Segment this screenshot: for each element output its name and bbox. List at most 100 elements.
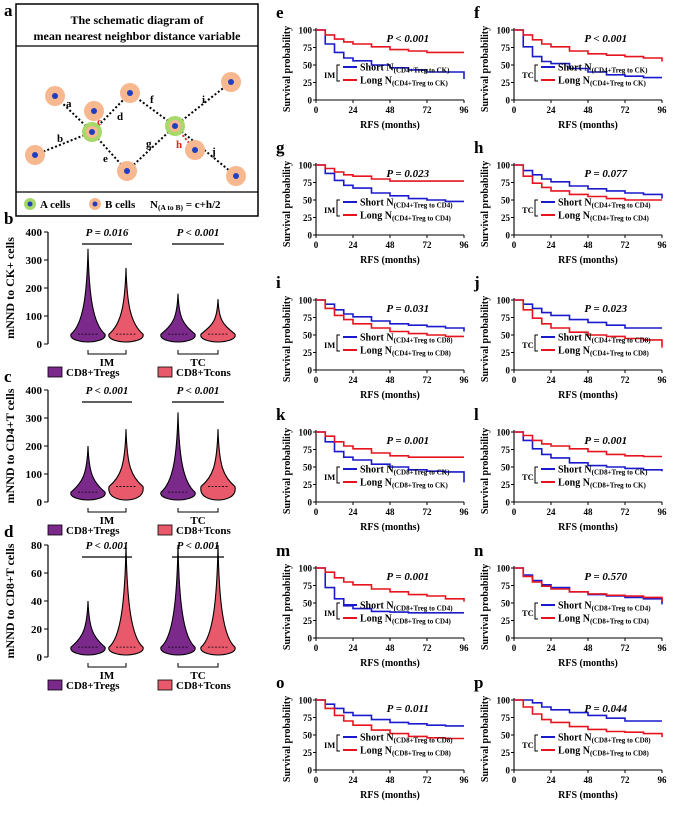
tcons-legend-label: CD8+Tcons [176,367,231,379]
legend-bracket [336,466,340,484]
long-n-subscript: (CD4+Treg to CD4) [590,215,650,223]
x-axis-label: RFS (months) [558,790,618,801]
x-axis-label: RFS (months) [558,658,618,669]
x-tick-label: 72 [621,643,631,653]
violin-panel-b: b mNND to CK+ cells 0 100 200 300 400 P = 0.016… [3,209,236,379]
short-n-subscript: (CD4+Treg to CD8) [592,337,652,345]
long-n-subscript: (CD8+Treg to CD4) [590,618,650,626]
y-tick-label: 100 [299,296,313,306]
x-tick-label: 48 [386,643,396,653]
a-cell-legend-core [27,201,33,207]
legend-bracket [336,64,340,82]
y-tick-label: 50 [303,463,313,473]
edge-i [174,81,232,127]
short-n-text: Short N [360,733,394,744]
group-bracket [177,663,219,668]
x-tick-label: 0 [314,105,319,115]
short-n-legend-label: Short N(CD4+Treg to CD4) [360,198,453,210]
violin-panel-c: c mNND to CD4+T cells 0 100 200 300 400 P < 0.0… [3,367,236,537]
x-axis-label: RFS (months) [360,658,420,669]
short-n-legend-label: Short N(CD8+Treg to CD8) [558,733,651,745]
y-tick-label: 50 [303,196,313,206]
y-axis-label: Survival probability [282,564,293,650]
tcons-swatch [157,679,173,691]
p-value: P < 0.001 [584,33,627,45]
y-tick-label: 100 [497,696,511,706]
x-tick-label: 0 [512,775,517,785]
schematic-title-line1: The schematic diagram of [71,13,205,27]
short-n-curve [316,29,465,79]
tregs-swatch [47,524,63,536]
x-axis-label: RFS (months) [360,790,420,801]
p-value: P = 0.044 [584,703,627,715]
site-label: TC [522,608,534,618]
short-n-legend-label: Short N(CD8+Treg to CD8) [360,733,453,745]
y-tick-label: 50 [303,599,313,609]
x-tick-label: 72 [423,105,433,115]
formula-suffix: = c+h/2 [183,199,221,211]
long-n-curve [514,699,663,738]
x-tick-label: 96 [658,775,668,785]
x-tick-label: 0 [314,775,319,785]
short-n-text: Short N [360,601,394,612]
short-n-curve [514,699,662,722]
y-tick-label: 75 [501,43,511,53]
x-tick-label: 96 [658,105,668,115]
y-tick-label: 50 [501,463,511,473]
x-tick-label: 96 [658,375,668,385]
legend-bracket [534,602,538,620]
y-tick-label: 0 [37,652,43,664]
y-tick-label: 50 [501,331,511,341]
p-value: P = 0.001 [386,571,429,583]
formula-prefix: N [150,199,158,211]
short-n-legend-label: Short N(CD8+Treg to CD4) [558,601,651,613]
short-n-text: Short N [558,733,592,744]
b-cell-core [32,152,38,158]
p-value: P < 0.001 [86,385,129,397]
long-n-text: Long N [558,211,591,222]
y-tick-label: 50 [501,731,511,741]
long-n-subscript: (CD8+Treg to CD8) [590,750,650,758]
y-tick-label: 100 [26,469,43,481]
x-tick-label: 48 [584,643,594,653]
edge-label: e [103,153,108,165]
x-tick-label: 96 [658,643,668,653]
km-panel-h: h Survival probability 0 25 50 75 100 0 24 48 72 96… [474,138,667,266]
long-n-legend-label: Long N(CD4+Treg to CD4) [360,211,452,223]
x-tick-label: 24 [349,775,359,785]
long-n-subscript: (CD8+Treg to CK) [590,482,646,490]
site-label: TC [522,70,534,80]
y-tick-label: 50 [303,61,313,71]
p-value: P = 0.570 [584,571,627,583]
short-n-curve [316,164,464,203]
b-cell-core [91,108,97,114]
y-tick-label: 25 [303,616,313,626]
site-label: IM [324,740,335,750]
x-tick-label: 72 [621,775,631,785]
x-tick-label: 24 [547,775,557,785]
short-n-legend-label: Short N(CD8+Treg to CK) [360,465,450,477]
long-n-legend-label: Long N(CD4+Treg to CK) [360,76,448,88]
x-axis-label: RFS (months) [360,390,420,401]
x-tick-label: 72 [423,375,433,385]
y-tick-label: 0 [308,366,313,376]
panel-letter: l [474,405,479,424]
site-label: TC [522,340,534,350]
x-tick-label: 48 [584,105,594,115]
long-n-curve [316,699,464,740]
y-tick-label: 100 [497,296,511,306]
km-panel-m: m Survival probability 0 25 50 75 100 0 24 48 72 96… [276,541,469,669]
panel-letter: m [276,541,290,560]
long-n-subscript: (CD4+Treg to CD8) [590,350,650,358]
km-panel-o: o Survival probability 0 25 50 75 100 0 24 48 72 96… [276,673,469,801]
long-n-legend-label: Long N(CD8+Treg to CD8) [558,746,650,758]
y-axis-label: Survival probability [480,26,491,112]
short-n-legend-label: Short N(CD4+Treg to CK) [558,63,648,75]
nnd-formula: N(A to B) = c+h/2 [150,199,221,212]
p-value: P < 0.001 [177,227,220,239]
x-tick-label: 96 [460,375,470,385]
group-bracket [87,508,127,513]
y-tick-label: 75 [501,313,511,323]
y-tick-label: 50 [303,731,313,741]
legend-bracket [534,64,538,82]
